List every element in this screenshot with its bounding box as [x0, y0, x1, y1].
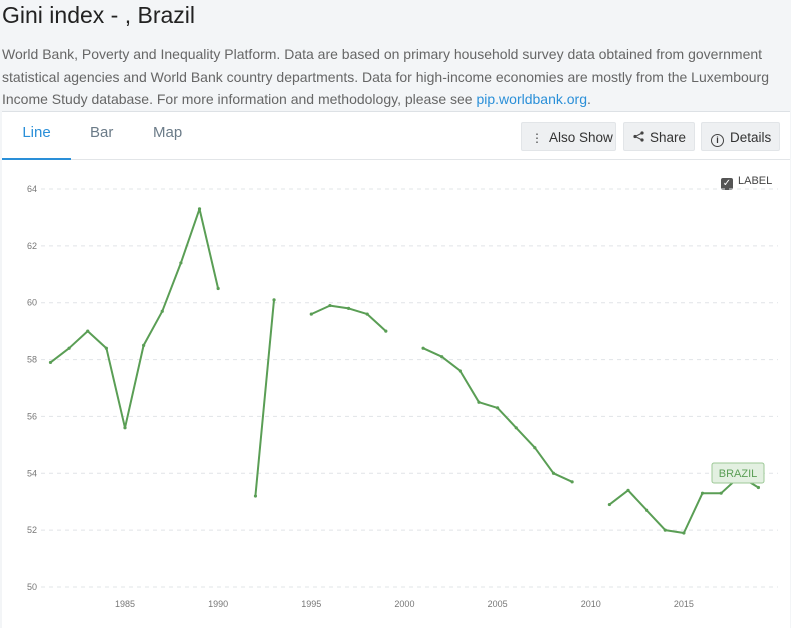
label-toggle-text: LABEL [738, 175, 773, 187]
tab-line[interactable]: Line [2, 112, 71, 160]
source-link[interactable]: pip.worldbank.org [476, 91, 587, 108]
series-line [608, 475, 759, 534]
also-show-label: Also Show [549, 130, 613, 145]
data-point [700, 491, 705, 495]
data-point [346, 306, 351, 310]
x-tick-label: 2000 [394, 599, 414, 609]
source-description: World Bank, Poverty and Inequality Platf… [2, 43, 782, 111]
label-toggle[interactable]: ✓ LABEL [721, 174, 772, 190]
y-tick-label: 54 [27, 468, 37, 478]
description-text: World Bank, Poverty and Inequality Platf… [2, 46, 769, 108]
y-tick-label: 56 [27, 411, 37, 421]
data-point [197, 207, 202, 211]
data-point [645, 508, 649, 512]
data-point [458, 369, 462, 373]
y-tick-label: 60 [27, 298, 37, 308]
data-point [551, 471, 556, 475]
details-label: Details [730, 130, 772, 145]
x-tick-label: 1985 [115, 599, 135, 609]
data-point [365, 312, 369, 316]
share-button[interactable]: Share [623, 122, 695, 151]
data-point [421, 346, 425, 350]
data-point [309, 312, 313, 316]
page-title: Gini index - , Brazil [2, 2, 196, 28]
data-point [477, 400, 481, 404]
x-tick-label: 2005 [488, 599, 508, 609]
data-point [384, 329, 388, 333]
series-label-box [711, 462, 765, 484]
chart-panel: Line Bar Map ⋮ Also Show Share i Details [2, 111, 790, 628]
data-point [607, 502, 611, 507]
data-point [48, 360, 53, 365]
data-point [104, 346, 108, 350]
series-line [254, 299, 275, 497]
tab-map[interactable]: Map [153, 124, 183, 141]
data-point [719, 491, 723, 495]
data-point [272, 298, 276, 302]
data-point [682, 531, 686, 535]
share-icon [633, 124, 644, 153]
chart-tabs: Line Bar Map ⋮ Also Show Share i Details [2, 112, 790, 160]
data-point [67, 346, 71, 350]
checkbox-checked-icon[interactable]: ✓ [721, 178, 733, 190]
series-line [49, 207, 220, 429]
x-tick-label: 2015 [674, 599, 694, 609]
data-point [123, 426, 127, 430]
data-point [86, 329, 90, 333]
data-point [142, 343, 146, 347]
series-label: BRAZIL [719, 468, 758, 480]
data-point [570, 480, 574, 484]
data-point [160, 309, 164, 313]
data-point [514, 426, 518, 430]
y-tick-label: 50 [27, 582, 37, 592]
x-tick-label: 1990 [208, 599, 228, 609]
data-point [179, 261, 183, 265]
data-point [756, 485, 761, 490]
data-point [663, 528, 667, 532]
data-point [496, 406, 500, 410]
kebab-icon: ⋮ [531, 131, 543, 145]
details-button[interactable]: i Details [701, 122, 780, 151]
also-show-button[interactable]: ⋮ Also Show [521, 122, 616, 151]
x-tick-label: 1995 [301, 599, 321, 609]
info-icon: i [711, 134, 724, 147]
share-label: Share [650, 130, 687, 145]
data-point [440, 355, 444, 359]
y-tick-label: 64 [27, 184, 37, 194]
data-point [533, 446, 537, 450]
y-tick-label: 62 [27, 241, 37, 251]
x-tick-label: 2010 [581, 599, 601, 609]
data-point [626, 488, 630, 492]
y-tick-label: 52 [27, 525, 37, 535]
series-line [422, 347, 573, 483]
y-tick-label: 58 [27, 355, 37, 365]
data-point [216, 286, 220, 291]
description-suffix: . [586, 91, 591, 108]
data-point [253, 494, 258, 498]
data-point [328, 303, 332, 308]
tab-bar[interactable]: Bar [90, 124, 114, 141]
